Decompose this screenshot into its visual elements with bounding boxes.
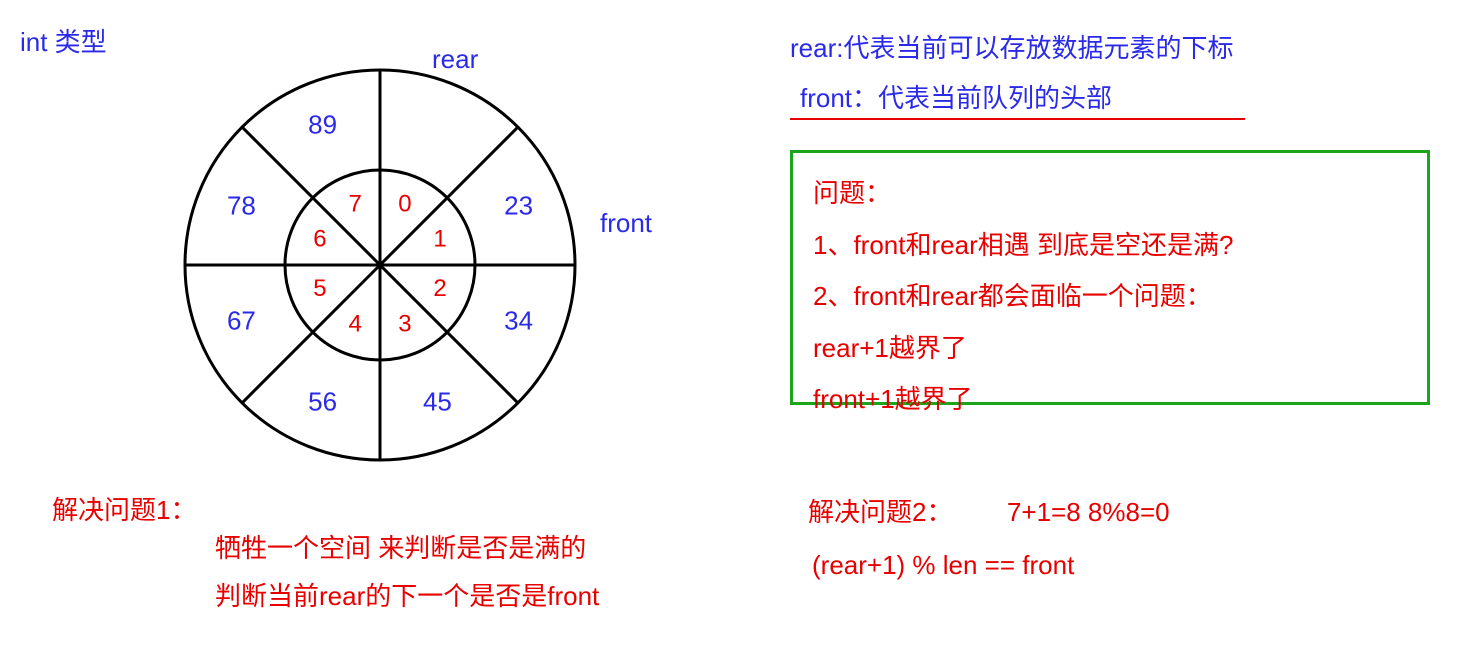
problem-line2: 2、front和rear都会面临一个问题： bbox=[813, 274, 1407, 320]
type-label: int 类型 bbox=[20, 22, 107, 59]
problem-title: 问题： bbox=[813, 171, 1407, 217]
rear-definition: rear:代表当前可以存放数据元素的下标 bbox=[790, 28, 1233, 65]
svg-text:1: 1 bbox=[433, 225, 446, 252]
solution1-line2: 判断当前rear的下一个是否是front bbox=[215, 576, 599, 613]
problem-line4: front+1越界了 bbox=[813, 377, 1407, 423]
svg-text:56: 56 bbox=[308, 386, 337, 416]
front-definition: front：代表当前队列的头部 bbox=[800, 78, 1112, 115]
problem-box: 问题： 1、front和rear相遇 到底是空还是满? 2、front和rear… bbox=[790, 150, 1430, 405]
svg-text:6: 6 bbox=[313, 225, 326, 252]
svg-text:5: 5 bbox=[313, 275, 326, 302]
svg-text:89: 89 bbox=[308, 109, 337, 139]
problem-line1: 1、front和rear相遇 到底是空还是满? bbox=[813, 223, 1407, 269]
svg-text:34: 34 bbox=[504, 305, 533, 335]
circular-queue-wheel: 01 23 2 34 3 45 4 56 5 67 6 78 7 89 bbox=[180, 65, 580, 465]
solution2-label-a: 解决问题2： bbox=[808, 497, 952, 527]
solution2-label-b: 7+1=8 8%8=0 bbox=[1007, 497, 1170, 527]
svg-text:4: 4 bbox=[348, 310, 361, 337]
svg-text:78: 78 bbox=[227, 190, 256, 220]
solution2-label: 解决问题2： 7+1=8 8%8=0 bbox=[808, 492, 1170, 529]
definition-underline bbox=[790, 118, 1245, 120]
svg-text:0: 0 bbox=[398, 190, 411, 217]
solution1-line1: 牺牲一个空间 来判断是否是满的 bbox=[215, 528, 586, 565]
problem-line3: rear+1越界了 bbox=[813, 326, 1407, 372]
svg-text:7: 7 bbox=[348, 190, 361, 217]
solution1-label: 解决问题1： bbox=[52, 490, 196, 527]
solution2-formula: (rear+1) % len == front bbox=[812, 550, 1074, 581]
svg-text:67: 67 bbox=[227, 305, 256, 335]
wheel-svg: 01 23 2 34 3 45 4 56 5 67 6 78 7 89 bbox=[180, 65, 580, 465]
svg-text:2: 2 bbox=[433, 275, 446, 302]
svg-text:23: 23 bbox=[504, 190, 533, 220]
front-pointer-label: front bbox=[600, 208, 652, 239]
svg-text:3: 3 bbox=[398, 310, 411, 337]
svg-text:45: 45 bbox=[423, 386, 452, 416]
